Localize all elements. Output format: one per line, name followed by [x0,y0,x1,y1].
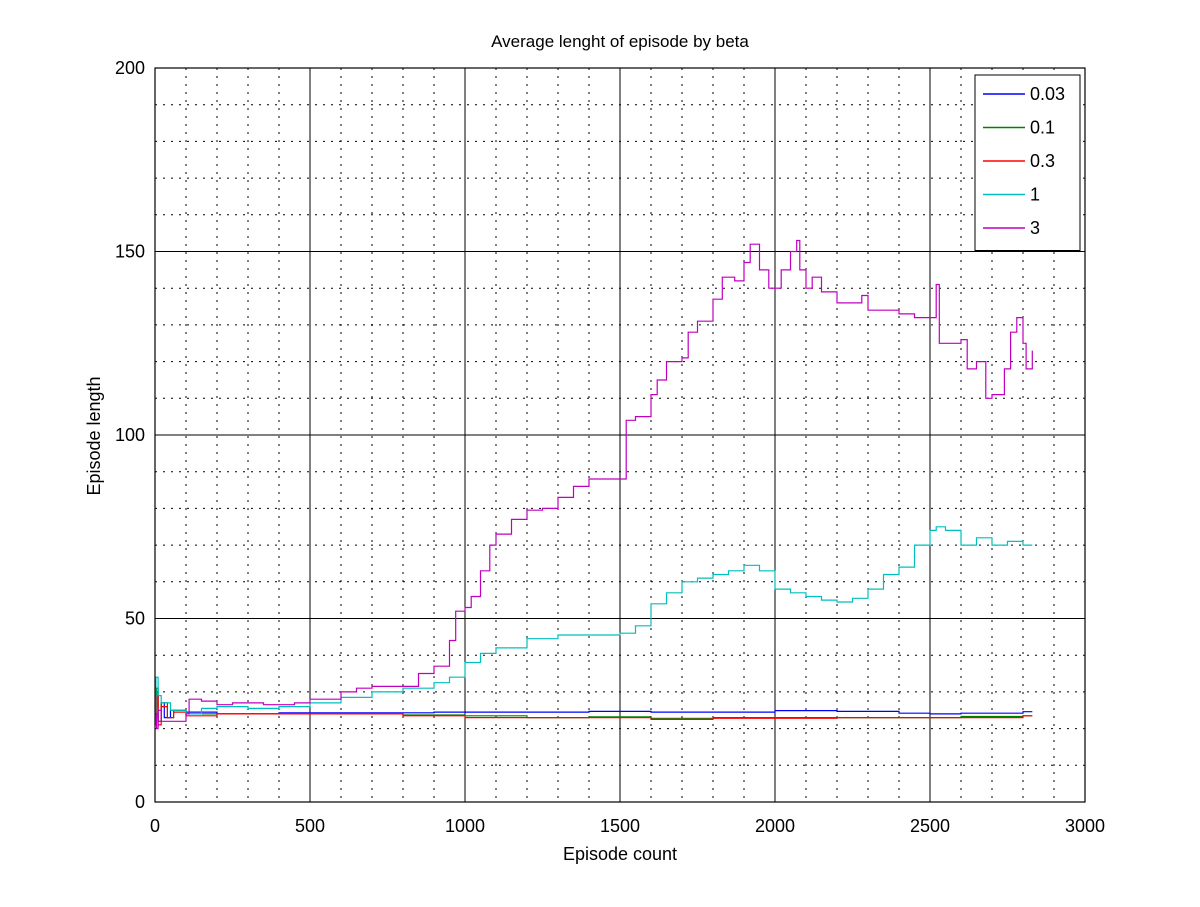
x-tick-label: 1000 [445,816,485,836]
y-tick-label: 100 [115,425,145,445]
y-axis-label: Episode length [84,376,104,495]
x-tick-label: 3000 [1065,816,1105,836]
x-axis-label: Episode count [563,844,677,864]
legend-label-2: 0.3 [1030,151,1055,171]
x-tick-label: 2000 [755,816,795,836]
y-tick-label: 150 [115,242,145,262]
legend-label-0: 0.03 [1030,84,1065,104]
axis-ticks: 0 500 1000 1500 2000 2500 3000 0 50 100 150 200 [115,58,1105,836]
x-tick-label: 500 [295,816,325,836]
chart-title: Average lenght of episode by beta [491,32,749,51]
legend: 0.03 0.1 0.3 1 3 [974,74,1081,251]
grid-lines [155,68,1085,802]
legend-label-3: 1 [1030,185,1040,205]
legend-label-4: 3 [1030,218,1040,238]
x-tick-label: 0 [150,816,160,836]
series-line-4 [155,239,1033,730]
y-tick-label: 50 [125,609,145,629]
series-lines [155,239,1033,730]
series-line-3 [155,526,1033,726]
legend-label-1: 0.1 [1030,118,1055,138]
x-tick-label: 2500 [910,816,950,836]
y-tick-label: 200 [115,58,145,78]
y-tick-label: 0 [135,792,145,812]
x-tick-label: 1500 [600,816,640,836]
legend-box [974,74,1081,251]
